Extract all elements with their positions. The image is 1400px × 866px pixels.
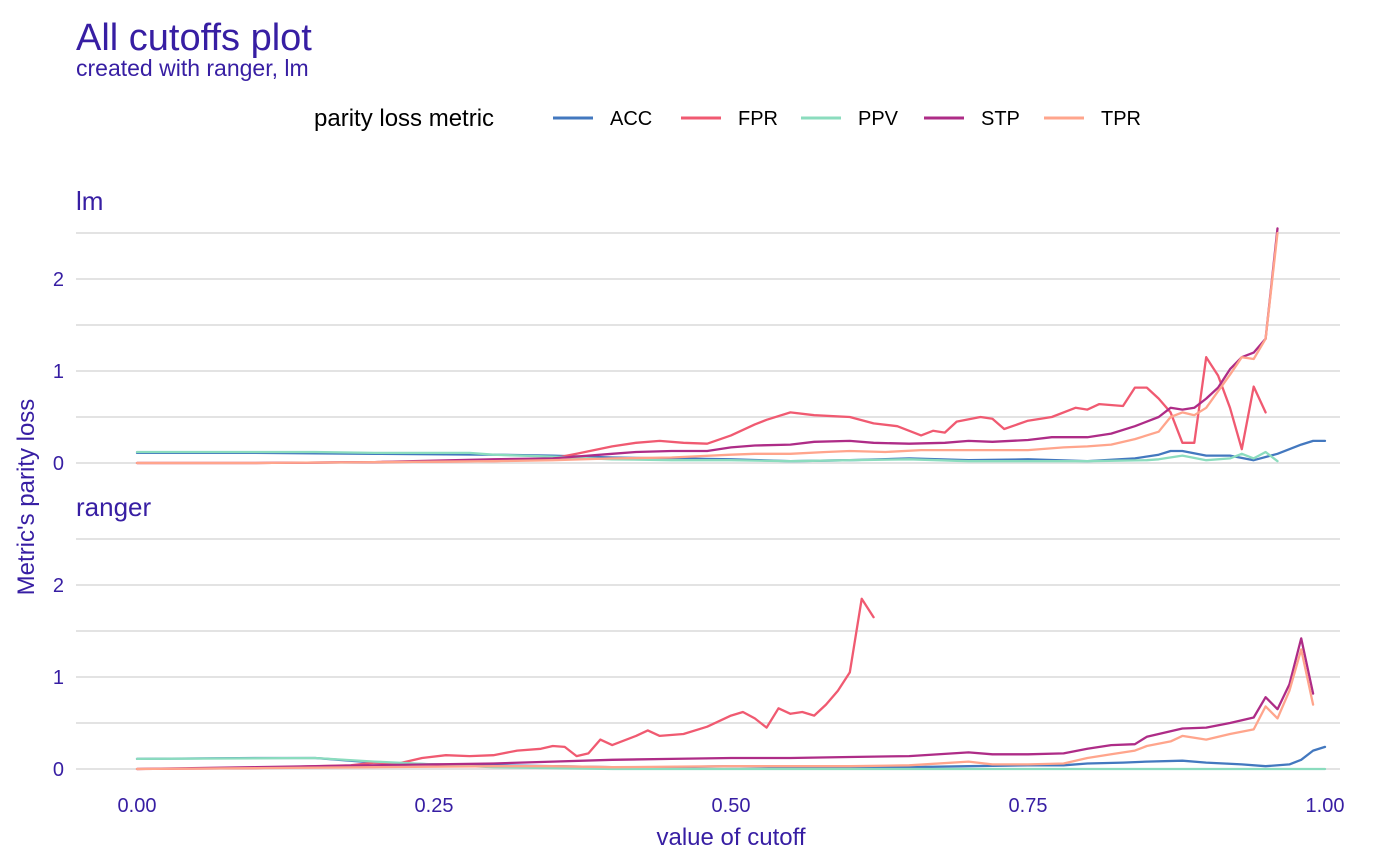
legend-item-acc: ACC — [553, 108, 652, 130]
x-tick-label: 0.75 — [1009, 795, 1048, 817]
y-tick-label: 2 — [53, 575, 64, 597]
series-line-lm-stp — [135, 227, 1279, 465]
legend-label-ppv: PPV — [858, 108, 899, 130]
legend-label-tpr: TPR — [1101, 108, 1141, 130]
facet-label-lm: lm — [76, 186, 103, 216]
x-tick-label: 1.00 — [1306, 795, 1345, 817]
legend-label-acc: ACC — [610, 108, 652, 130]
chart-title: All cutoffs plot — [76, 17, 312, 59]
legend-title: parity loss metric — [314, 105, 494, 132]
x-axis: 0.00 0.25 0.50 0.75 1.00 — [118, 795, 1345, 817]
legend-item-stp: STP — [924, 108, 1020, 130]
legend-label-fpr: FPR — [738, 108, 778, 130]
facet-label-ranger: ranger — [76, 492, 151, 522]
x-tick-label: 0.50 — [712, 795, 751, 817]
x-axis-title: value of cutoff — [657, 824, 806, 851]
chart-subtitle: created with ranger, lm — [76, 55, 309, 81]
x-tick-label: 0.25 — [415, 795, 454, 817]
series-line-lm-ppv — [135, 450, 1279, 463]
legend-item-fpr: FPR — [681, 108, 778, 130]
y-tick-label: 1 — [53, 667, 64, 689]
panel-grid — [76, 232, 1340, 464]
legend-label-stp: STP — [981, 108, 1020, 130]
panel-grid — [76, 538, 1340, 770]
y-tick-label: 0 — [53, 759, 64, 781]
series-line-ranger-stp — [135, 637, 1315, 771]
y-tick-label: 1 — [53, 361, 64, 383]
series-line-ranger-fpr — [135, 597, 875, 771]
legend-item-ppv: PPV — [801, 108, 899, 130]
y-tick-label: 2 — [53, 269, 64, 291]
legend: parity loss metric ACC FPR PPV STP TPR — [314, 105, 1141, 132]
series-line-lm-fpr — [135, 356, 1267, 465]
panel-lm: 0 1 2 — [53, 227, 1340, 475]
series-line-ranger-ppv — [135, 756, 1327, 771]
plot-panels: 0 1 2 0 1 2 — [53, 227, 1340, 781]
series-line-lm-tpr — [135, 231, 1279, 465]
x-tick-label: 0.00 — [118, 795, 157, 817]
legend-item-tpr: TPR — [1044, 108, 1141, 130]
series-line-ranger-tpr — [135, 648, 1315, 771]
y-axis-title: Metric's parity loss — [13, 399, 40, 596]
y-tick-label: 0 — [53, 453, 64, 475]
panel-ranger: 0 1 2 — [53, 538, 1340, 781]
